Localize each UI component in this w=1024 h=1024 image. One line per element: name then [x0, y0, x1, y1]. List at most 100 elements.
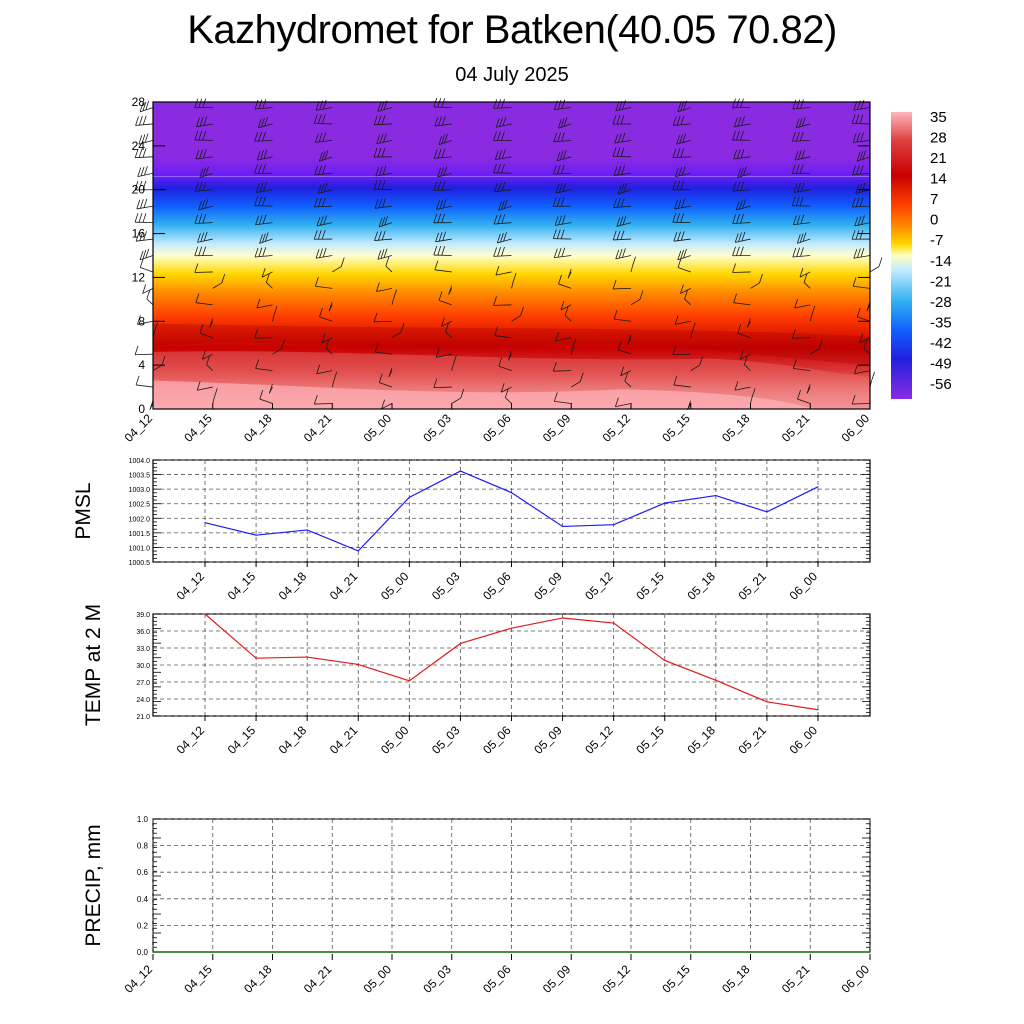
wind-barb-flag: [680, 180, 685, 190]
x-tick-label: 05_12: [600, 411, 634, 445]
wind-barb-flag: [313, 394, 318, 405]
wind-barb: [435, 238, 452, 243]
wind-barb-flag: [620, 114, 625, 125]
lower-atmosphere-band: [153, 323, 870, 366]
wind-barb-flag: [388, 367, 393, 377]
wind-barb-flag: [142, 148, 147, 158]
wind-barb: [434, 156, 452, 159]
wind-barb-flag: [136, 199, 141, 210]
wind-barb-flag: [258, 99, 263, 109]
wind-barb-flag: [437, 148, 442, 159]
wind-barb: [375, 351, 393, 355]
wind-barb-flag: [799, 164, 804, 174]
wind-barb-flag: [317, 197, 322, 207]
x-tick-label: 05_09: [531, 723, 565, 757]
wind-barb-flag: [381, 115, 386, 125]
wind-barb-flag: [381, 216, 386, 227]
wind-barb: [451, 397, 461, 404]
wind-barb-flag: [792, 215, 797, 225]
wind-barb-flag: [213, 388, 218, 398]
wind-barb-flag: [378, 198, 383, 208]
wind-barb: [500, 386, 512, 393]
wind-barb-flag: [677, 250, 682, 261]
wind-barb-flag: [683, 248, 687, 259]
wind-barb-flag: [737, 168, 741, 178]
wind-barb: [690, 364, 700, 371]
wind-barb: [199, 172, 213, 179]
wind-barb-flag: [196, 117, 200, 127]
wind-barb-flag: [319, 216, 324, 226]
wind-barb-flag: [384, 215, 389, 226]
hot-surface-core: [153, 380, 813, 409]
wind-barb-flag: [381, 230, 386, 241]
wind-barb: [613, 238, 632, 241]
wind-barb-flag: [373, 115, 378, 125]
pmsl-point: [510, 492, 513, 494]
wind-barb: [385, 265, 393, 273]
wind-barb-flag: [319, 248, 324, 258]
wind-barb-flag: [317, 230, 322, 240]
wind-barb-flag: [802, 232, 807, 242]
wind-barb: [614, 139, 632, 144]
wind-barb: [139, 255, 154, 261]
wind-barb-flag: [441, 116, 446, 126]
wind-barb-flag: [676, 180, 681, 191]
wind-barb-flag: [377, 231, 382, 241]
y-tick-label: 1001.5: [129, 531, 151, 538]
wind-barb-flag: [321, 151, 326, 161]
wind-barb-flag: [746, 318, 751, 328]
wind-barb: [254, 139, 273, 142]
wind-barb: [212, 282, 222, 289]
wind-barb-flag: [268, 384, 273, 394]
wind-barb-flag: [376, 134, 381, 144]
wind-barb: [272, 314, 275, 322]
wind-barb-flag: [556, 197, 561, 207]
x-tick-label: 05_21: [736, 723, 770, 757]
wind-barb-flag: [258, 247, 263, 257]
y-tick-label: 16: [132, 227, 146, 241]
wind-barb-flag: [203, 116, 208, 126]
wind-barb: [553, 172, 572, 175]
pmsl-point: [664, 502, 666, 504]
x-tick-label: 05_15: [659, 411, 693, 445]
wind-barb-flag: [680, 148, 685, 158]
wind-barb: [494, 335, 512, 339]
wind-barb-flag: [759, 273, 763, 284]
wind-barb: [438, 300, 452, 306]
wind-barb-flag: [258, 196, 262, 206]
wind-barb-flag: [620, 230, 625, 240]
wind-barb-flag: [792, 132, 796, 142]
wind-barb-flag: [493, 163, 497, 173]
wind-barb: [497, 238, 512, 244]
wind-barb-flag: [503, 199, 508, 209]
wind-barb: [734, 123, 751, 128]
wind-barb-flag: [255, 183, 260, 193]
wind-barb: [259, 398, 273, 404]
wind-barb-flag: [732, 182, 737, 192]
wind-barb: [314, 403, 333, 405]
wind-barb-flag: [194, 182, 199, 192]
wind-barb-flag: [627, 334, 632, 345]
wind-barb: [810, 348, 820, 355]
wind-barb-flag: [851, 114, 856, 124]
wind-barb-flag: [800, 99, 804, 109]
x-tick-label: 05_03: [420, 411, 454, 445]
wind-barb-flag: [502, 116, 507, 126]
wind-barb: [556, 156, 572, 162]
wind-barb-flag: [265, 273, 270, 283]
wind-barb-flag: [796, 234, 801, 244]
wind-barb-flag: [142, 180, 147, 190]
wind-barb-flag: [859, 164, 864, 175]
colorbar-label: -14: [930, 253, 952, 270]
wind-barb-flag: [263, 182, 267, 192]
wind-barb-flag: [143, 231, 147, 241]
wind-barb-flag: [262, 233, 266, 243]
y-tick-label: 0.4: [137, 895, 149, 904]
wind-barb-flag: [328, 301, 333, 312]
wind-barb: [433, 386, 452, 389]
wind-barb-flag: [142, 115, 147, 125]
colorbar-label: -7: [930, 232, 943, 249]
wind-barb: [673, 238, 691, 242]
wind-barb-flag: [383, 248, 388, 258]
wind-barb: [675, 320, 691, 325]
